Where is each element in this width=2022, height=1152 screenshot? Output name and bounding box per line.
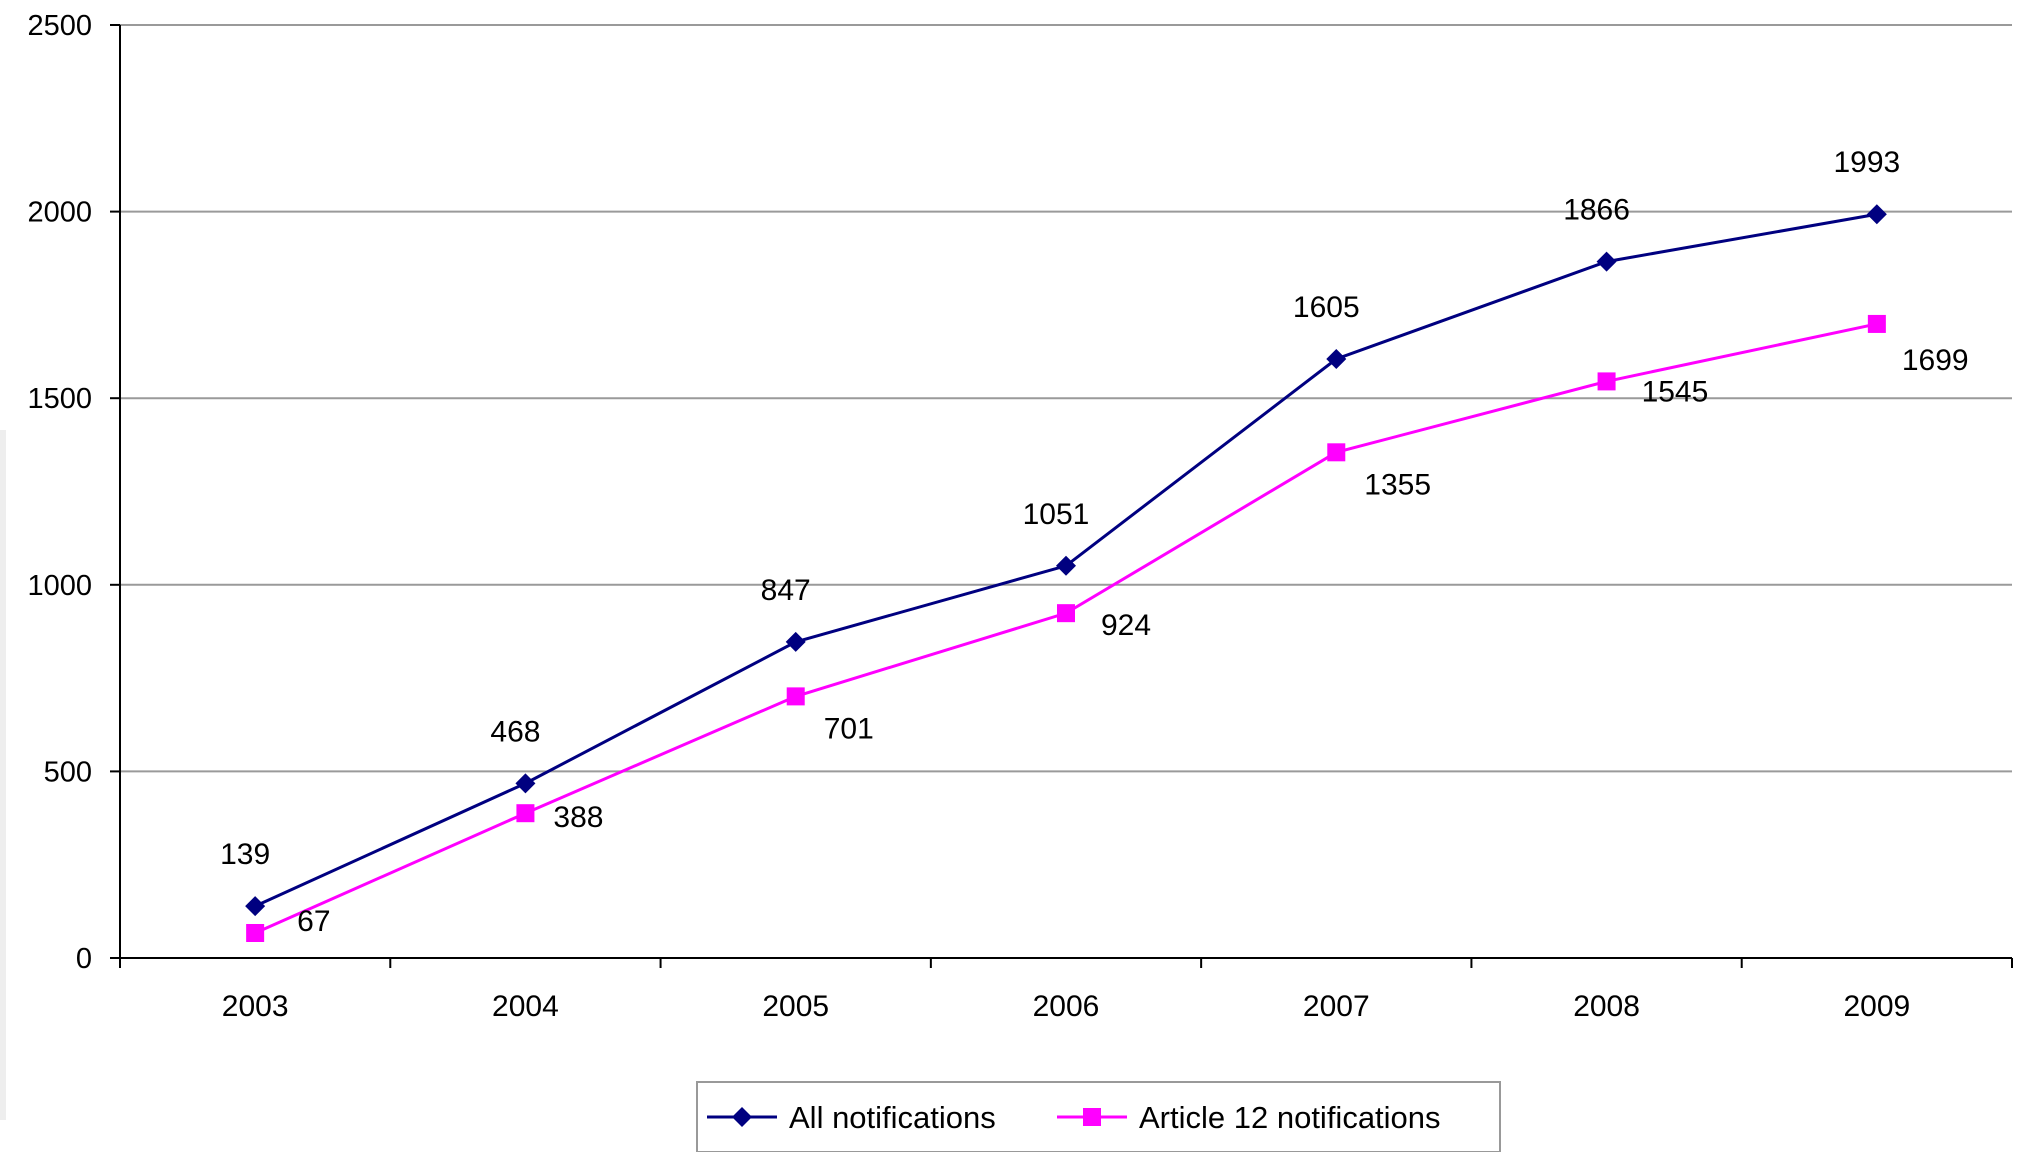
data-label-all-notifications: 1605 <box>1293 291 1360 324</box>
data-label-article-12-notifications: 67 <box>297 905 330 938</box>
data-label-article-12-notifications: 1699 <box>1902 344 1969 377</box>
x-tick-label: 2008 <box>1573 990 1640 1023</box>
y-tick-label: 2000 <box>27 197 92 229</box>
axes: 0 500 1000 1500 2000 2500 2003 2004 2005 2006 2007… <box>27 10 2013 1023</box>
data-label-article-12-notifications: 924 <box>1101 609 1151 642</box>
x-tick-label: 2009 <box>1843 990 1910 1023</box>
data-label-all-notifications: 847 <box>761 574 811 607</box>
data-point-all-notifications <box>515 773 536 794</box>
data-label-all-notifications: 1051 <box>1023 498 1090 531</box>
legend: All notifications Article 12 notification… <box>696 1081 1501 1152</box>
data-point-article-12-notifications <box>1057 604 1075 623</box>
page-edge-shade <box>0 430 6 1120</box>
data-point-article-12-notifications <box>246 923 265 942</box>
data-point-all-notifications <box>1596 251 1617 272</box>
y-tick-label: 500 <box>44 756 92 788</box>
data-label-all-notifications: 139 <box>220 838 270 871</box>
series-line-article-12-notifications <box>254 322 1878 935</box>
y-tick-label: 1500 <box>27 383 92 415</box>
data-point-all-notifications <box>1866 204 1887 225</box>
data-point-all-notifications <box>1326 349 1347 370</box>
gridlines <box>120 24 2012 773</box>
data-point-all-notifications <box>245 896 266 917</box>
legend-label-all-notifications: All notifications <box>789 1100 996 1135</box>
legend-label-article-12-notifications: Article 12 notifications <box>1139 1100 1441 1135</box>
y-tick-label: 1000 <box>27 570 92 602</box>
data-labels: 139 468 847 1051 1605 1866 1993 67 388 701 924 1355… <box>220 146 1968 938</box>
data-label-article-12-notifications: 1545 <box>1642 375 1709 408</box>
data-point-article-12-notifications <box>516 804 535 823</box>
data-label-all-notifications: 1866 <box>1563 194 1630 227</box>
data-point-article-12-notifications <box>1597 372 1616 391</box>
y-tick-label: 2500 <box>27 10 92 42</box>
series-lines <box>245 204 1887 942</box>
x-tick-label: 2007 <box>1303 990 1370 1023</box>
data-point-all-notifications <box>1056 555 1076 576</box>
legend-marker-swatch <box>732 1107 752 1127</box>
x-tick-label: 2005 <box>762 990 829 1023</box>
y-tick-label: 0 <box>76 943 92 975</box>
legend-marker-swatch <box>1083 1108 1101 1126</box>
data-label-article-12-notifications: 388 <box>553 801 603 834</box>
x-tick-label: 2004 <box>492 990 559 1023</box>
x-tick-label: 2006 <box>1033 990 1100 1023</box>
x-tick-label: 2003 <box>222 990 289 1023</box>
data-label-article-12-notifications: 1355 <box>1364 468 1431 501</box>
data-label-article-12-notifications: 701 <box>824 712 874 745</box>
data-label-all-notifications: 1993 <box>1833 146 1900 179</box>
data-label-all-notifications: 468 <box>490 715 540 748</box>
data-point-article-12-notifications <box>1327 443 1346 462</box>
data-point-article-12-notifications <box>786 687 805 706</box>
data-point-article-12-notifications <box>1867 314 1886 333</box>
data-point-all-notifications <box>785 631 806 652</box>
